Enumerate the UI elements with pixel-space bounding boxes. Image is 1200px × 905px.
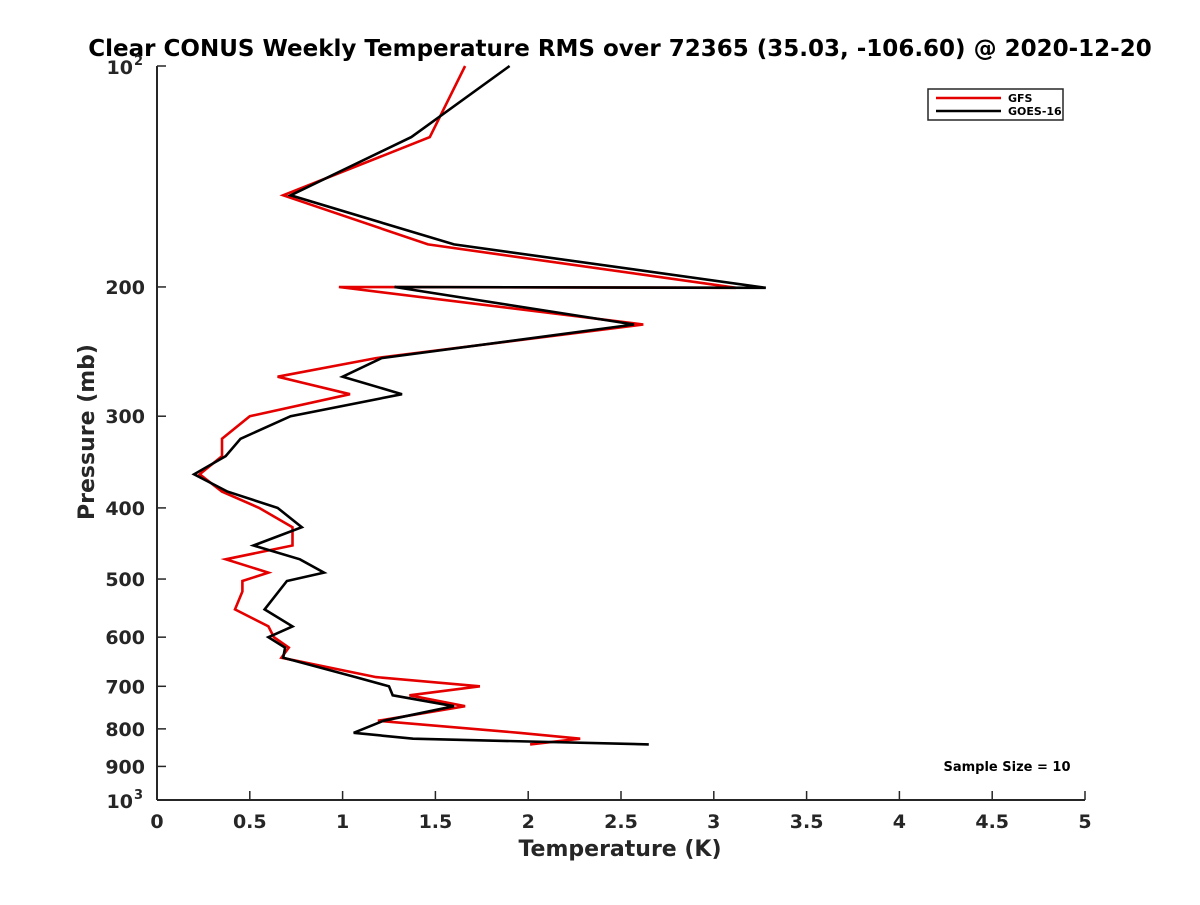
y-tick-exponent: 2	[134, 54, 143, 69]
y-tick-label: 10	[107, 791, 133, 813]
y-tick-label: 200	[105, 277, 145, 299]
y-tick-label: 800	[105, 719, 145, 741]
chart-title: Clear CONUS Weekly Temperature RMS over …	[88, 36, 1151, 62]
y-tick-exponent: 3	[134, 788, 143, 803]
y-tick-label: 10	[107, 57, 133, 79]
sample-size-annotation: Sample Size = 10	[943, 760, 1070, 775]
y-tick-label: 900	[105, 756, 145, 778]
x-tick-label: 1.5	[419, 811, 453, 833]
series-line-gfs	[197, 65, 737, 746]
y-axis-label: Pressure (mb)	[75, 344, 100, 520]
y-tick-label: 400	[105, 498, 145, 520]
x-tick-label: 2	[522, 811, 535, 833]
series-line-goes-16	[191, 64, 766, 746]
y-tick-label: 700	[105, 676, 145, 698]
y-tick-label: 600	[105, 627, 145, 649]
series-lines	[191, 64, 766, 746]
y-tick-label: 300	[105, 406, 145, 428]
x-tick-label: 1	[336, 811, 349, 833]
legend-label: GFS	[1008, 92, 1033, 105]
legend-label: GOES-16	[1008, 105, 1062, 118]
x-tick-label: 2.5	[604, 811, 638, 833]
x-tick-label: 3.5	[790, 811, 824, 833]
x-tick-label: 4.5	[975, 811, 1009, 833]
axes: 0 0.5 1 1.5 2 2.5 3 3.5 4 4.5 5 200 300 400 500 600 700 8…	[105, 54, 1091, 833]
y-tick-label: 500	[105, 569, 145, 591]
x-tick-label: 0	[150, 811, 163, 833]
x-axis-label: Temperature (K)	[518, 837, 721, 862]
x-tick-label: 4	[893, 811, 906, 833]
x-tick-label: 0.5	[233, 811, 267, 833]
x-tick-label: 5	[1078, 811, 1091, 833]
x-tick-label: 3	[707, 811, 720, 833]
legend-box	[927, 88, 1064, 121]
